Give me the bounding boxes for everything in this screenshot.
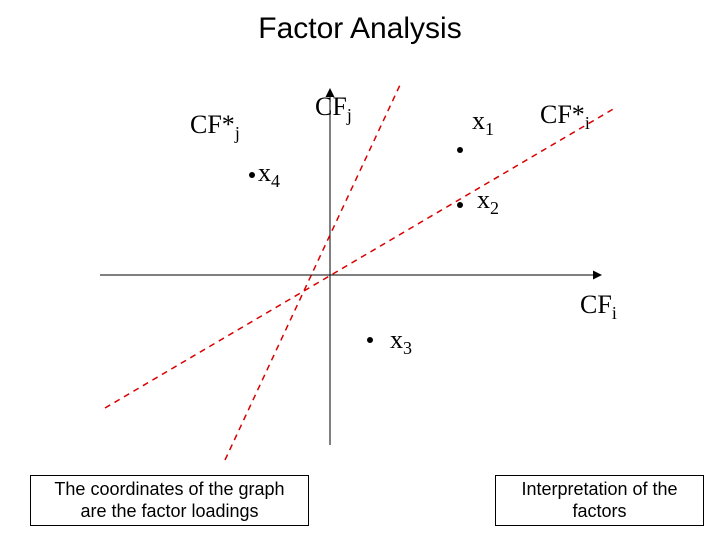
label-x1: x1 [472,106,494,140]
caption-right: Interpretation of thefactors [495,475,704,526]
label-x2: x2 [477,185,499,219]
point-x2 [457,202,463,208]
rotated-axis-cfstar-i [105,108,615,408]
point-x1 [457,147,463,153]
label-x4: x4 [258,158,280,192]
label-x3: x3 [390,325,412,359]
factor-plot [0,0,720,540]
point-x4 [249,172,255,178]
label-CFi: CFi [580,290,617,324]
label-CFstar-i: CF*i [540,100,590,134]
label-CFstar-j: CF*j [190,110,240,144]
label-CFj: CFj [315,92,352,126]
caption-left: The coordinates of the graphare the fact… [30,475,309,526]
point-x3 [367,337,373,343]
rotated-axis-cfstar-j [225,85,400,460]
